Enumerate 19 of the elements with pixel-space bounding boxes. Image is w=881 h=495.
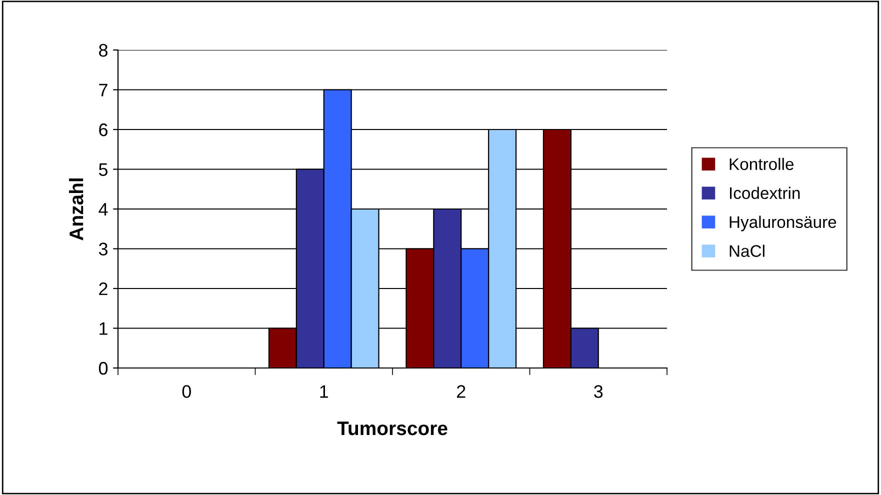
y-tick-label: 2 <box>99 282 108 296</box>
y-tick-label: 5 <box>98 163 108 176</box>
legend-label: Icodextrin <box>730 186 800 200</box>
x-tick-label: 0 <box>182 385 191 398</box>
y-axis-title: Anzahl <box>69 178 84 240</box>
y-tick-label: 4 <box>98 203 108 216</box>
x-axis-title: Tumorscore <box>337 422 448 436</box>
y-tick-label: 7 <box>99 84 108 96</box>
x-tick-label: 2 <box>457 385 466 398</box>
legend-label: Kontrolle <box>730 158 794 170</box>
y-tick-label: 6 <box>99 123 108 136</box>
y-tick-label: 3 <box>98 242 108 256</box>
y-tick-label: 1 <box>100 322 108 335</box>
x-tick-label: 3 <box>594 385 603 398</box>
legend-label: NaCl <box>730 244 764 257</box>
x-tick-label: 1 <box>320 385 328 398</box>
y-tick-label: 8 <box>99 44 108 57</box>
legend-label: Hyaluronsäure <box>730 216 836 232</box>
y-tick-label: 0 <box>98 362 108 375</box>
